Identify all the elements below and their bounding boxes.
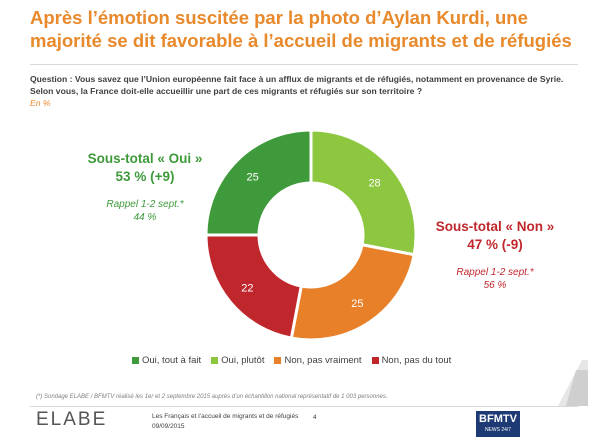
footer-date: 09/09/2015: [152, 423, 185, 430]
subtotal-oui-label: Sous-total « Oui »: [87, 151, 203, 166]
footer-doc-info: Les Français et l’accueil de migrants et…: [152, 412, 298, 432]
footer-doc-title: Les Français et l’accueil de migrants et…: [152, 413, 299, 420]
subtotal-non-recall-value: 56 %: [483, 280, 507, 291]
bfmtv-logo: BFMTV NEWS 24/7: [476, 411, 520, 437]
footnote: (*) Sondage ELABE / BFMTV réalisé les 1e…: [36, 394, 388, 400]
donut-slice-label-3: 22: [241, 283, 253, 295]
subtotal-oui-recall-label: Rappel 1-2 sept.*: [106, 199, 184, 210]
chart-legend: Oui, tout à fait Oui, plutôt Non, pas vrai…: [132, 353, 451, 367]
elabe-logo: ELABE: [36, 409, 108, 430]
legend-item-3: Non, pas vraiment: [274, 353, 362, 367]
legend-swatch-4: [371, 356, 379, 364]
subtotal-non-label: Sous-total « Non »: [435, 219, 555, 234]
legend-swatch-3: [274, 356, 282, 364]
legend-item-1: Oui, tout à fait: [132, 353, 201, 367]
subtotal-non-recall-label: Rappel 1-2 sept.*: [456, 267, 534, 278]
title-line-2: majorité se dit favorable à l’accueil de…: [30, 30, 572, 51]
donut-slice-label-2: 25: [351, 298, 363, 310]
donut-slice-label-1: 28: [368, 177, 380, 189]
donut-slice-4: [204, 128, 313, 237]
legend-label-3: Non, pas vraiment: [284, 354, 362, 366]
bfmtv-logo-text: BFMTV: [479, 413, 517, 425]
donut-slice-label-4: 25: [247, 172, 259, 184]
subtotal-non: Sous-total « Non » 47 % (-9) Rappel 1-2 …: [420, 218, 570, 292]
donut-slice-3: [204, 233, 304, 340]
subtotal-non-value: 47 % (-9): [467, 237, 523, 252]
legend-label-1: Oui, tout à fait: [142, 354, 202, 366]
subtotal-oui-recall-value: 44 %: [133, 212, 157, 223]
legend-item-4: Non, pas du tout: [371, 353, 452, 367]
bfmtv-tagline: NEWS 24/7: [484, 427, 512, 433]
subtotal-oui-value: 53 % (+9): [115, 169, 175, 184]
survey-question: Question : Vous savez que l’Union europé…: [30, 74, 564, 96]
legend-swatch-2: [211, 356, 219, 364]
legend-label-4: Non, pas du tout: [381, 354, 452, 366]
legend-item-2: Oui, plutôt: [211, 353, 264, 367]
donut-slice-2: [289, 242, 416, 342]
title-divider: [30, 64, 578, 65]
legend-swatch-1: [132, 356, 139, 364]
title-line-1: Après l’émotion suscitée par la photo d’…: [30, 7, 528, 28]
unit-label: En %: [30, 98, 51, 108]
footer-divider: [30, 406, 578, 407]
subtotal-oui: Sous-total « Oui » 53 % (+9) Rappel 1-2 …: [70, 150, 220, 224]
corner-arrow-icon: [558, 360, 588, 406]
page-title: Après l’émotion suscitée par la photo d’…: [30, 6, 580, 52]
donut-slice-1: [309, 128, 418, 257]
page-number: 4: [313, 414, 317, 421]
legend-label-2: Oui, plutôt: [221, 354, 265, 366]
